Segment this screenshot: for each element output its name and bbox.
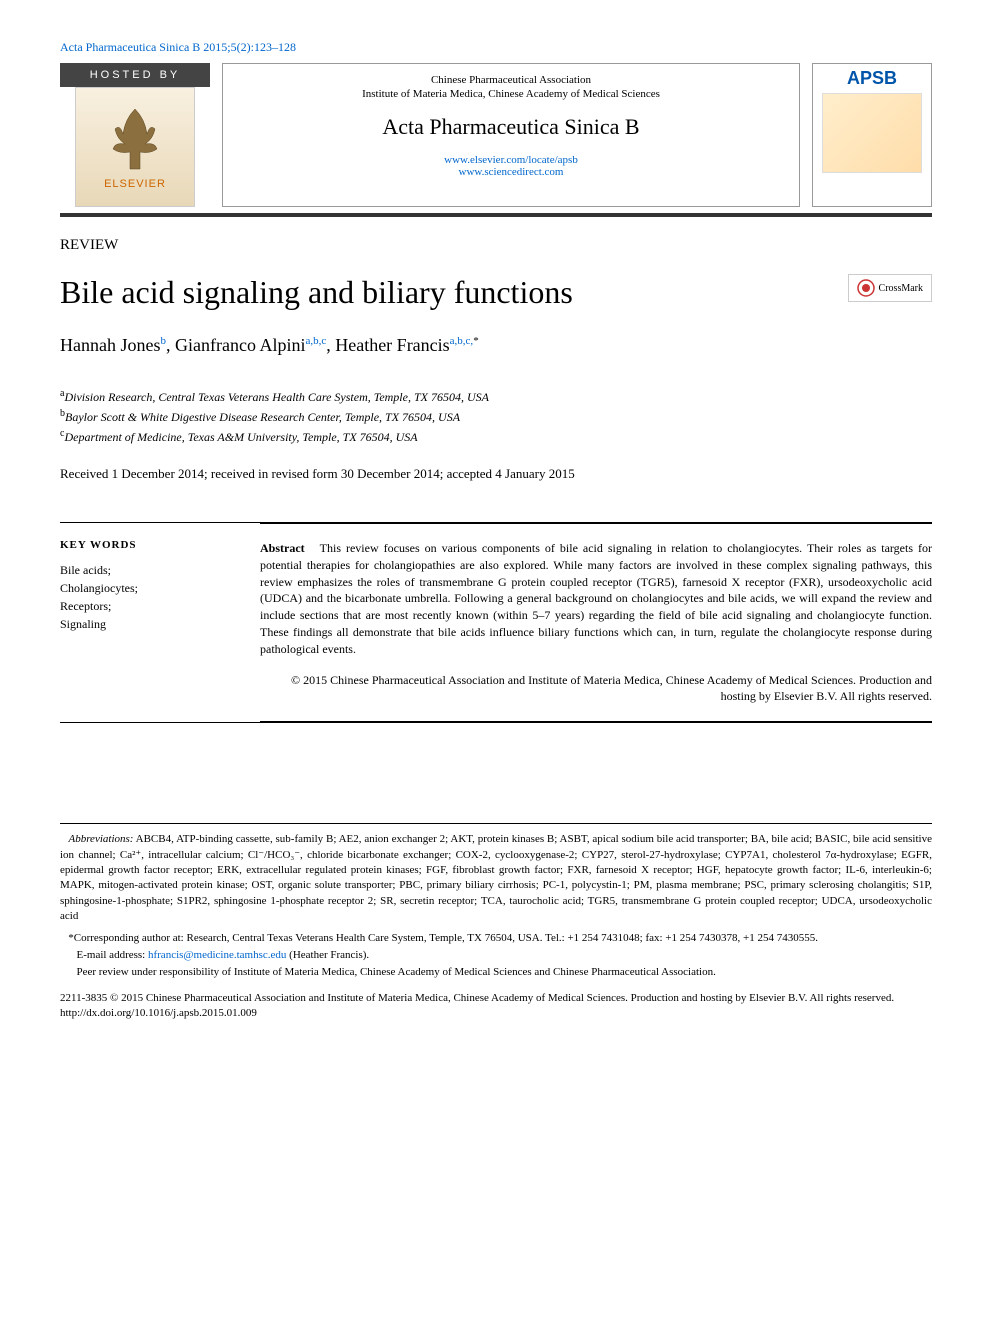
left-logo-column: HOSTED BY ELSEVIER [60, 63, 210, 207]
abbreviations-text: ABCB4, ATP-binding cassette, sub-family … [60, 833, 932, 922]
corresponding-author: *Corresponding author at: Research, Cent… [60, 931, 932, 946]
journal-title: Acta Pharmaceutica Sinica B [233, 114, 789, 140]
journal-header-box: Chinese Pharmaceutical Association Insti… [222, 63, 800, 207]
email-author: (Heather Francis). [286, 949, 369, 961]
institute-name: Institute of Materia Medica, Chinese Aca… [233, 88, 789, 100]
crossmark-badge[interactable]: CrossMark [848, 274, 932, 302]
email-line: E-mail address: hfrancis@medicine.tamhsc… [60, 948, 932, 963]
corresponding-marker: * [473, 335, 479, 347]
footer-section: Abbreviations: ABCB4, ATP-binding casset… [60, 823, 932, 1021]
crossmark-label: CrossMark [879, 283, 923, 294]
peer-review-note: Peer review under responsibility of Inst… [60, 965, 932, 980]
elsevier-wordmark: ELSEVIER [104, 178, 166, 190]
doi: http://dx.doi.org/10.1016/j.apsb.2015.01… [60, 1006, 932, 1021]
abstract-body: This review focuses on various component… [260, 541, 932, 656]
author-2-affil[interactable]: a,b,c [305, 335, 326, 347]
hosted-by-badge: HOSTED BY [60, 63, 210, 87]
copyright-text: © 2015 Chinese Pharmaceutical Associatio… [260, 672, 932, 706]
apsb-cover-thumbnail [822, 93, 922, 173]
citation-header: Acta Pharmaceutica Sinica B 2015;5(2):12… [60, 40, 932, 55]
abstract-paragraph: Abstract This review focuses on various … [260, 540, 932, 658]
article-type: REVIEW [60, 237, 932, 254]
keyword-4: Signaling [60, 615, 230, 633]
masthead: HOSTED BY ELSEVIER Chinese Pharmaceutica… [60, 63, 932, 207]
crossmark-icon [857, 279, 875, 297]
apsb-logo: APSB [847, 68, 897, 89]
keywords-list: Bile acids; Cholangiocytes; Receptors; S… [60, 561, 230, 633]
author-3: Heather Francis [335, 335, 449, 355]
keywords-column: KEY WORDS Bile acids; Cholangiocytes; Re… [60, 523, 230, 722]
issn-copyright: 2211-3835 © 2015 Chinese Pharmaceutical … [60, 991, 932, 1006]
abbreviations-block: Abbreviations: ABCB4, ATP-binding casset… [60, 832, 932, 924]
email-label: E-mail address: [77, 949, 148, 961]
abstract-column: Abstract This review focuses on various … [260, 522, 932, 723]
author-3-affil[interactable]: a,b,c, [450, 335, 474, 347]
affiliation-c: Department of Medicine, Texas A&M Univer… [64, 430, 417, 444]
title-row: Bile acid signaling and biliary function… [60, 274, 932, 335]
article-title: Bile acid signaling and biliary function… [60, 274, 573, 311]
masthead-divider [60, 213, 932, 217]
author-1: Hannah Jones [60, 335, 160, 355]
elsevier-logo: ELSEVIER [75, 87, 195, 207]
apsb-cover-box: APSB [812, 63, 932, 207]
affiliation-b: Baylor Scott & White Digestive Disease R… [65, 410, 460, 424]
society-name: Chinese Pharmaceutical Association [233, 74, 789, 86]
author-2: Gianfranco Alpini [175, 335, 305, 355]
keyword-1: Bile acids; [60, 561, 230, 579]
abstract-label: Abstract [260, 541, 305, 555]
keyword-3: Receptors; [60, 597, 230, 615]
affiliations-block: aDivision Research, Central Texas Vetera… [60, 386, 932, 446]
authors-line: Hannah Jonesb, Gianfranco Alpinia,b,c, H… [60, 335, 932, 356]
author-1-affil[interactable]: b [160, 335, 166, 347]
keywords-heading: KEY WORDS [60, 539, 230, 551]
abstract-section: KEY WORDS Bile acids; Cholangiocytes; Re… [60, 522, 932, 723]
elsevier-logo-box: ELSEVIER [60, 87, 210, 207]
affiliation-a: Division Research, Central Texas Veteran… [64, 390, 489, 404]
journal-url-1[interactable]: www.elsevier.com/locate/apsb [233, 154, 789, 166]
keyword-2: Cholangiocytes; [60, 579, 230, 597]
abbreviations-label: Abbreviations: [68, 833, 133, 845]
journal-url-2[interactable]: www.sciencedirect.com [233, 166, 789, 178]
article-dates: Received 1 December 2014; received in re… [60, 466, 932, 482]
elsevier-tree-icon [105, 104, 165, 174]
email-address[interactable]: hfrancis@medicine.tamhsc.edu [148, 949, 286, 961]
